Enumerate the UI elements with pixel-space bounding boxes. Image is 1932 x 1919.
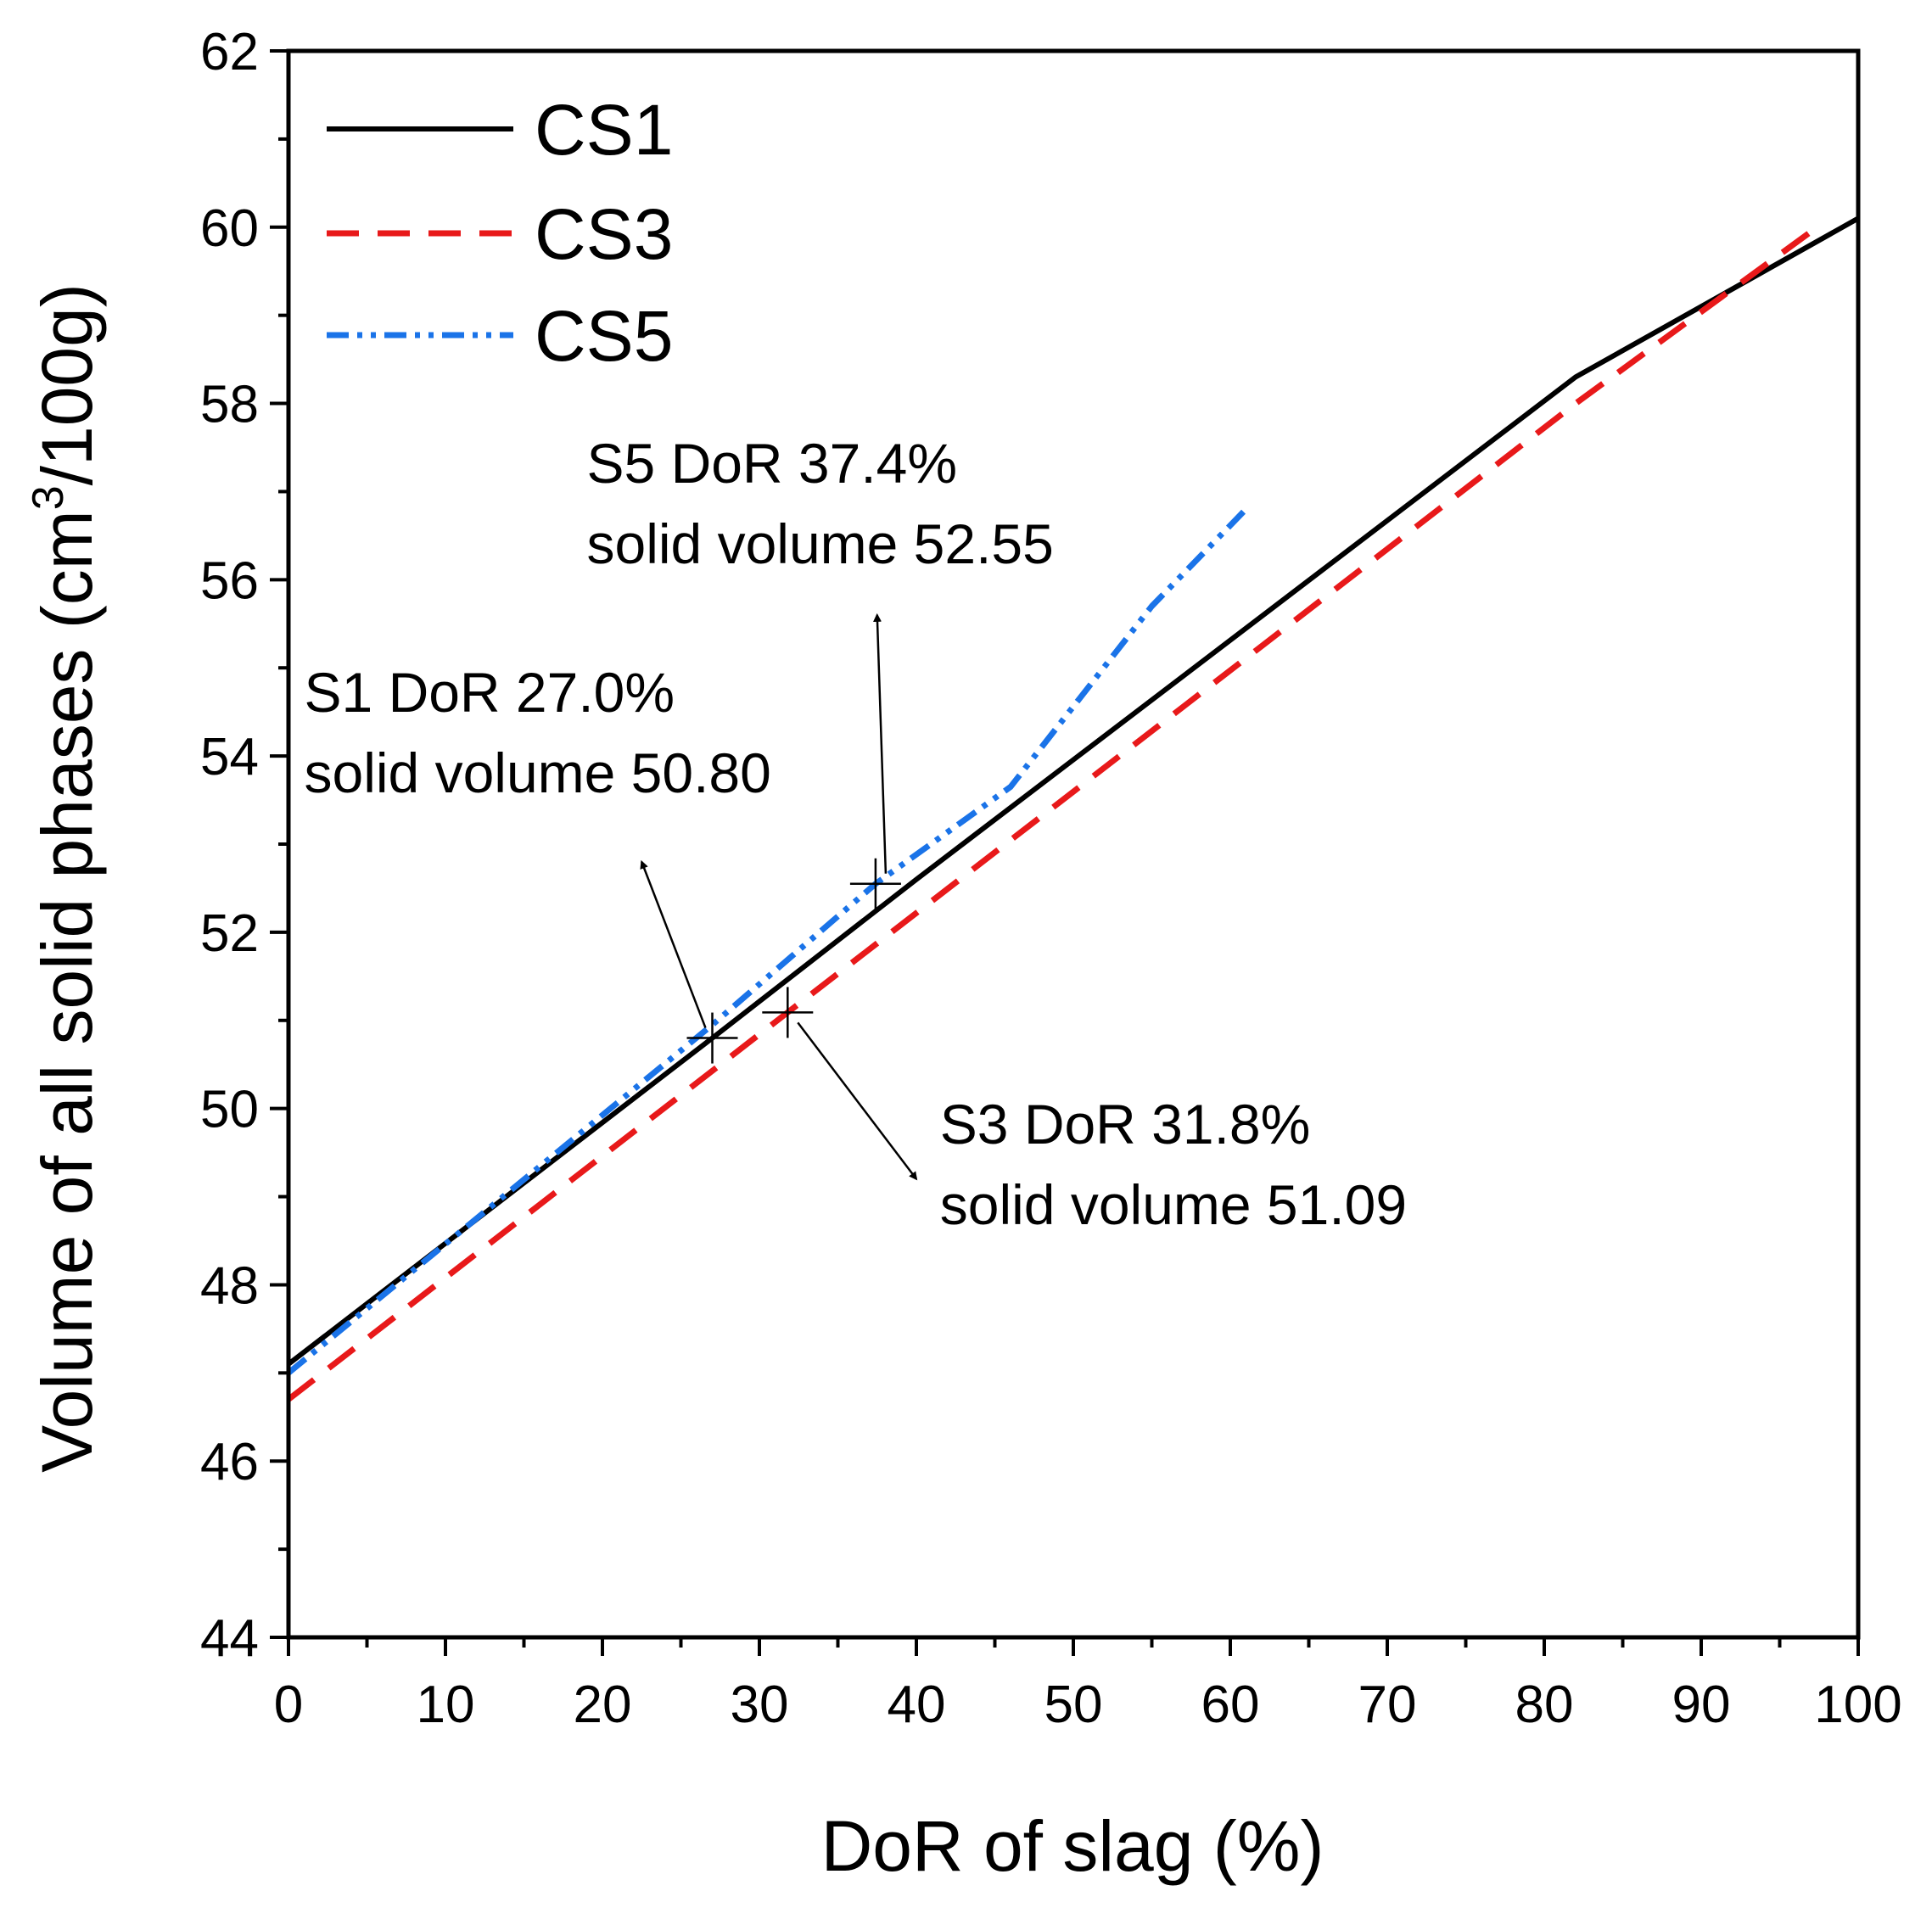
y-axis-title-main: Volume of all solid phases (cm bbox=[27, 510, 107, 1473]
series-line-cs5 bbox=[286, 506, 1249, 1376]
y-tick-label: 62 bbox=[200, 23, 259, 81]
y-tick-label: 48 bbox=[200, 1256, 259, 1315]
plot-frame bbox=[286, 48, 1861, 1640]
annotation-s3-line2: solid volume 51.09 bbox=[940, 1173, 1407, 1236]
y-axis-title-tail: /100g) bbox=[27, 283, 107, 485]
y-tick-label: 56 bbox=[200, 551, 259, 610]
axis-ticks: 0 10 20 30 40 50 60 70 80 90 100 44 46 48 50 52 54 56 58 60… bbox=[200, 23, 1902, 1734]
legend-label-cs1: CS1 bbox=[535, 90, 673, 170]
annotation-s5-line1: S5 DoR 37.4% bbox=[587, 432, 958, 495]
x-tick-label: 50 bbox=[1044, 1676, 1103, 1734]
y-axis-title-superscript: 3 bbox=[24, 485, 73, 510]
annotation-s1-line1: S1 DoR 27.0% bbox=[305, 661, 675, 724]
x-tick-label: 100 bbox=[1814, 1676, 1901, 1734]
x-tick-label: 80 bbox=[1515, 1676, 1574, 1734]
series-line-cs3 bbox=[286, 229, 1813, 1402]
x-tick-label: 10 bbox=[417, 1676, 475, 1734]
annotation-s5-line2: solid volume 52.55 bbox=[587, 512, 1054, 575]
series-layer bbox=[286, 215, 1860, 1402]
arrow-s1 bbox=[640, 859, 707, 1029]
x-axis-title: DoR of slag (%) bbox=[821, 1806, 1324, 1886]
annotation-s3-line1: S3 DoR 31.8% bbox=[940, 1093, 1311, 1155]
y-tick-label: 54 bbox=[200, 728, 259, 786]
y-tick-label: 46 bbox=[200, 1433, 259, 1491]
x-tick-label: 60 bbox=[1201, 1676, 1260, 1734]
x-tick-label: 70 bbox=[1358, 1676, 1417, 1734]
x-tick-label: 0 bbox=[274, 1676, 303, 1734]
x-tick-label: 30 bbox=[731, 1676, 789, 1734]
legend: CS1 CS3 CS5 bbox=[327, 90, 673, 376]
y-tick-label: 44 bbox=[200, 1609, 259, 1668]
y-tick-label: 52 bbox=[200, 904, 259, 963]
y-tick-label: 58 bbox=[200, 376, 259, 434]
x-tick-label: 20 bbox=[574, 1676, 632, 1734]
y-axis-title: Volume of all solid phases (cm3/100g) bbox=[24, 283, 107, 1473]
arrow-s3 bbox=[797, 1021, 918, 1181]
series-line-cs1 bbox=[287, 215, 1860, 1367]
y-tick-label: 60 bbox=[200, 199, 259, 258]
arrow-s5 bbox=[873, 613, 888, 874]
annotation-s1-line2: solid volume 50.80 bbox=[305, 741, 771, 804]
x-tick-label: 90 bbox=[1672, 1676, 1731, 1734]
y-tick-label: 50 bbox=[200, 1081, 259, 1139]
annotation-layer: S1 DoR 27.0% solid volume 50.80 S3 DoR 31.… bbox=[305, 432, 1408, 1236]
x-tick-label: 40 bbox=[888, 1676, 946, 1734]
legend-label-cs3: CS3 bbox=[535, 194, 673, 274]
legend-label-cs5: CS5 bbox=[535, 296, 673, 376]
